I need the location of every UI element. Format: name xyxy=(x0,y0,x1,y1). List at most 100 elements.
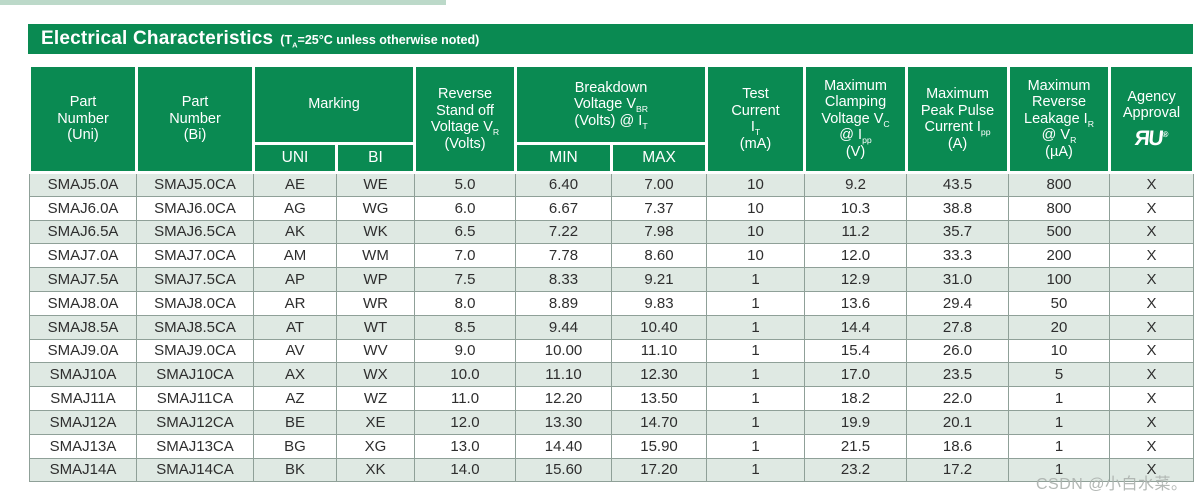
cell-reverse-standoff-voltage: 12.0 xyxy=(414,409,517,435)
cell-peak-pulse-current: 33.3 xyxy=(906,243,1010,269)
cell-peak-pulse-current: 35.7 xyxy=(906,219,1010,245)
header-line: Current xyxy=(731,102,780,119)
header-line: Leakage IR xyxy=(1024,110,1094,129)
subcol-header-vbr-min: MIN xyxy=(514,142,614,174)
table-header: Part Number (Uni) Part Number (Bi) Marki… xyxy=(28,64,1196,174)
cell-vbr-max: 8.60 xyxy=(611,243,708,269)
header-line: (µA) xyxy=(1045,143,1073,160)
cell-part-number-bi: SMAJ12CA xyxy=(136,409,254,435)
cell-part-number-bi: SMAJ13CA xyxy=(136,433,254,459)
cell-reverse-standoff-voltage: 14.0 xyxy=(414,457,517,483)
cell-part-number-bi: SMAJ6.0CA xyxy=(136,195,254,221)
cell-vbr-max: 7.37 xyxy=(611,195,708,221)
cell-reverse-standoff-voltage: 7.5 xyxy=(414,267,517,292)
cell-peak-pulse-current: 43.5 xyxy=(906,172,1010,197)
cell-clamping-voltage: 12.9 xyxy=(804,267,908,292)
cell-clamping-voltage: 14.4 xyxy=(804,314,908,340)
cell-agency-approval: X xyxy=(1109,433,1195,459)
col-header-test-current: Test Current IT (mA) xyxy=(705,64,807,174)
cell-marking-uni: AR xyxy=(253,290,337,316)
cell-agency-approval: X xyxy=(1109,267,1195,292)
cell-part-number-uni: SMAJ5.0A xyxy=(29,172,137,197)
header-line: Peak Pulse xyxy=(920,102,995,119)
col-header-agency-approval: Agency Approval ЯU® xyxy=(1108,64,1196,174)
cell-part-number-uni: SMAJ6.0A xyxy=(29,195,137,221)
cell-marking-uni: AT xyxy=(253,314,337,340)
cell-reverse-leakage: 100 xyxy=(1008,267,1111,292)
cell-marking-uni: AV xyxy=(253,338,337,364)
header-line: Part xyxy=(181,94,209,111)
header-line: Maximum xyxy=(926,86,989,102)
cell-marking-bi: XK xyxy=(335,457,416,483)
cell-marking-uni: AG xyxy=(253,195,337,221)
cell-test-current: 10 xyxy=(706,172,806,197)
cell-marking-uni: AM xyxy=(253,243,337,269)
cell-vbr-max: 13.50 xyxy=(611,386,708,411)
cell-marking-bi: WX xyxy=(335,362,416,388)
cell-clamping-voltage: 13.6 xyxy=(804,290,908,316)
cell-test-current: 1 xyxy=(706,409,806,435)
section-title-condition: (TA=25°C unless otherwise noted) xyxy=(280,31,479,49)
cell-vbr-max: 9.21 xyxy=(611,267,708,292)
cell-reverse-standoff-voltage: 8.0 xyxy=(414,290,517,316)
cell-clamping-voltage: 15.4 xyxy=(804,338,908,364)
cell-vbr-min: 7.78 xyxy=(515,243,613,269)
header-line: Current Ipp xyxy=(924,119,991,137)
col-header-reverse-leakage: Maximum Reverse Leakage IR @ VR (µA) xyxy=(1007,64,1112,174)
cell-part-number-uni: SMAJ7.0A xyxy=(29,243,137,269)
cell-vbr-max: 11.10 xyxy=(611,338,708,364)
header-line: Voltage VBR xyxy=(573,96,649,115)
cell-clamping-voltage: 23.2 xyxy=(804,457,908,483)
cell-clamping-voltage: 21.5 xyxy=(804,433,908,459)
cell-part-number-bi: SMAJ6.5CA xyxy=(136,219,254,245)
cell-part-number-bi: SMAJ10CA xyxy=(136,362,254,388)
table-row: SMAJ10A SMAJ10CA AX WX 10.0 11.10 12.30 1 17.0 23… xyxy=(29,362,1195,388)
cell-peak-pulse-current: 27.8 xyxy=(906,314,1010,340)
cell-peak-pulse-current: 17.2 xyxy=(906,457,1010,483)
table-row: SMAJ11A SMAJ11CA AZ WZ 11.0 12.20 13.50 1 18.2 22… xyxy=(29,386,1195,411)
cell-vbr-min: 15.60 xyxy=(515,457,613,483)
table-row: SMAJ6.0A SMAJ6.0CA AG WG 6.0 6.67 7.37 10 10.3 38… xyxy=(29,195,1195,221)
cell-reverse-standoff-voltage: 5.0 xyxy=(414,172,517,197)
cell-agency-approval: X xyxy=(1109,409,1195,435)
cell-peak-pulse-current: 31.0 xyxy=(906,267,1010,292)
cell-part-number-uni: SMAJ8.0A xyxy=(29,290,137,316)
cell-reverse-standoff-voltage: 11.0 xyxy=(414,386,517,411)
cell-test-current: 1 xyxy=(706,338,806,364)
ul-recognized-icon: ЯU® xyxy=(1133,126,1169,150)
cell-reverse-standoff-voltage: 6.5 xyxy=(414,219,517,245)
header-line: Maximum xyxy=(824,77,887,94)
cell-test-current: 1 xyxy=(706,386,806,411)
cell-reverse-leakage: 1 xyxy=(1008,457,1111,483)
section-title: Electrical Characteristics xyxy=(41,28,274,49)
cell-vbr-min: 6.40 xyxy=(515,172,613,197)
cell-marking-bi: WP xyxy=(335,267,416,292)
table-row: SMAJ7.5A SMAJ7.5CA AP WP 7.5 8.33 9.21 1 12.9 31.… xyxy=(29,267,1195,292)
cell-part-number-uni: SMAJ8.5A xyxy=(29,314,137,340)
cell-part-number-bi: SMAJ11CA xyxy=(136,386,254,411)
cell-agency-approval: X xyxy=(1109,386,1195,411)
header-line: Voltage VR xyxy=(430,119,500,137)
header-line: Part xyxy=(69,94,97,111)
cell-reverse-standoff-voltage: 6.0 xyxy=(414,195,517,221)
cell-marking-uni: AE xyxy=(253,172,337,197)
cell-agency-approval: X xyxy=(1109,290,1195,316)
cell-reverse-leakage: 800 xyxy=(1008,172,1111,197)
cell-clamping-voltage: 9.2 xyxy=(804,172,908,197)
cell-part-number-uni: SMAJ14A xyxy=(29,457,137,483)
cell-reverse-leakage: 1 xyxy=(1008,386,1111,411)
cell-reverse-leakage: 10 xyxy=(1008,338,1111,364)
cell-test-current: 1 xyxy=(706,267,806,292)
cell-vbr-max: 7.00 xyxy=(611,172,708,197)
table-row: SMAJ8.5A SMAJ8.5CA AT WT 8.5 9.44 10.40 1 14.4 27… xyxy=(29,314,1195,340)
cell-test-current: 1 xyxy=(706,457,806,483)
cell-test-current: 1 xyxy=(706,314,806,340)
cell-peak-pulse-current: 20.1 xyxy=(906,409,1010,435)
col-header-peak-pulse-current: Maximum Peak Pulse Current Ipp (A) xyxy=(905,64,1011,174)
cell-marking-uni: BK xyxy=(253,457,337,483)
cell-test-current: 1 xyxy=(706,362,806,388)
cell-part-number-bi: SMAJ14CA xyxy=(136,457,254,483)
table-row: SMAJ13A SMAJ13CA BG XG 13.0 14.40 15.90 1 21.5 18… xyxy=(29,433,1195,459)
cell-vbr-min: 10.00 xyxy=(515,338,613,364)
header-line: Reverse xyxy=(438,86,493,102)
